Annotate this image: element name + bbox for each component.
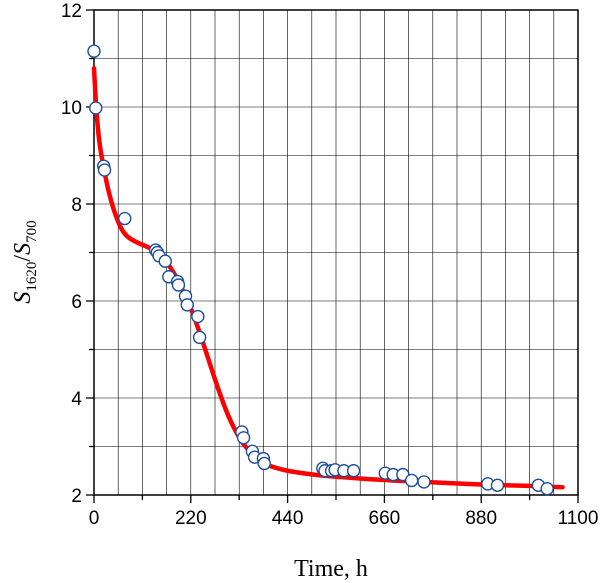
data-point [490,478,505,492]
x-tick-label: 440 [272,508,304,529]
y-axis-title-s1: S [10,292,36,304]
data-point [180,298,194,312]
series-layer [87,44,565,496]
data-point [417,475,431,489]
data-point [87,44,101,58]
y-tick-label: 8 [71,195,82,216]
y-tick-label: 12 [61,1,82,22]
x-tick-labels: 0 220 440 660 880 1100 [89,508,599,529]
data-point [118,211,132,226]
y-axis-title-slash: / [10,255,36,262]
data-point [97,163,112,177]
y-axis-title-s2: S [10,243,36,255]
data-point [191,309,205,324]
data-point [257,456,271,471]
data-point [404,473,419,488]
data-point [236,431,251,445]
y-axis-title: S1620/S700 [10,220,40,303]
x-tick-label: 0 [89,508,100,529]
axis-ticks [86,9,579,503]
y-tick-labels: 2 4 6 8 10 12 [61,1,83,507]
data-point [346,464,361,478]
y-axis-title-sub2: 700 [24,220,40,243]
data-point [171,278,186,292]
data-point [192,330,207,345]
grid-lines [94,10,578,495]
y-tick-label: 4 [71,389,82,410]
x-tick-label: 1100 [558,508,599,529]
data-point [158,254,172,268]
data-point [89,101,103,115]
data-point [540,481,554,496]
y-axis-title-sub1: 1620 [24,262,40,292]
x-tick-label: 880 [465,508,497,529]
x-tick-label: 660 [369,508,401,529]
y-tick-label: 10 [61,98,82,119]
y-tick-label: 2 [71,486,82,507]
x-axis-title: Time, h [294,556,368,582]
x-tick-label: 220 [175,508,207,529]
y-tick-label: 6 [71,292,82,313]
